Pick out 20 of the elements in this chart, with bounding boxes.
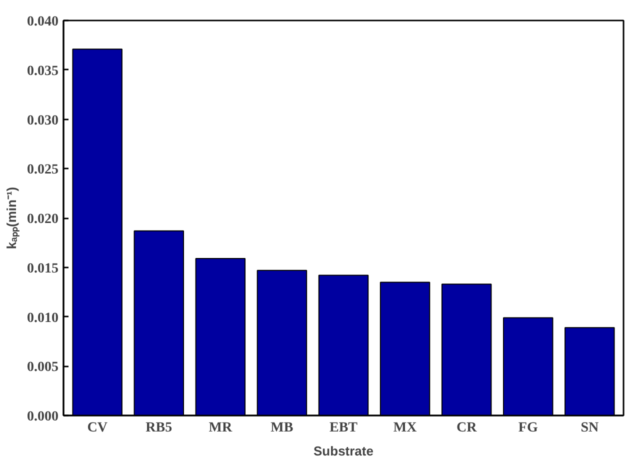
y-tick-label: 0.005 [27, 360, 58, 376]
y-tick-label: 0.015 [27, 261, 58, 276]
x-tick-label: CV [87, 420, 108, 436]
x-tick-label: SN [580, 420, 599, 436]
y-tick-label: 0.040 [27, 14, 58, 30]
y-tick-label: 0.030 [27, 113, 58, 128]
y-tick-label: 0.000 [27, 410, 58, 424]
x-axis-title: Substrate [314, 444, 374, 458]
y-tick-label: 0.020 [27, 212, 58, 227]
y-tick-label: 0.035 [27, 64, 58, 79]
x-tick-label: MB [270, 420, 294, 436]
y-axis-title: kₐₚₚ(min⁻¹) [4, 186, 20, 250]
y-tick-label: 0.025 [27, 162, 58, 178]
x-tick-label: MR [208, 420, 233, 436]
x-tick-label: FG [518, 420, 538, 436]
x-tick-label: RB5 [146, 420, 172, 436]
x-tick-label: CR [456, 420, 478, 436]
x-tick-label: MX [393, 420, 417, 436]
x-tick-label: EBT [329, 420, 358, 436]
y-tick-label: 0.010 [27, 310, 58, 326]
